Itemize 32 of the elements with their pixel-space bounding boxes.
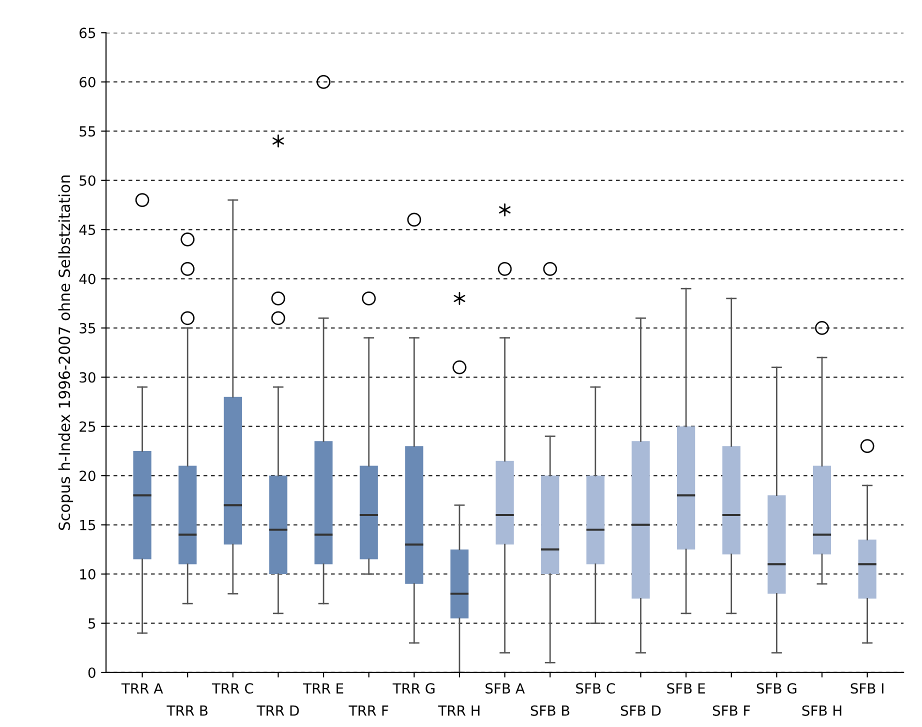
y-tick-label: 60 — [80, 76, 96, 88]
y-tick-label: 20 — [80, 470, 96, 482]
y-tick-label: 25 — [80, 421, 96, 432]
x-tick-label: SFB E — [667, 683, 705, 694]
x-tick-label: TRR A — [121, 683, 164, 694]
y-tick-label: 45 — [79, 224, 96, 236]
y-tick-label: 15 — [80, 520, 96, 530]
y-tick-label: 50 — [80, 175, 96, 186]
y-axis-title: Scopus h-Index 1996-2007 ohne Selbstzitation — [58, 176, 74, 530]
x-tick-label: SFB H — [802, 705, 842, 716]
x-tick-label: TRR C — [212, 683, 254, 694]
x-tick-label: SFB I — [850, 683, 884, 694]
x-tick-label: SFB G — [756, 683, 796, 694]
x-tick-label: SFB C — [576, 683, 615, 694]
y-tick-label: 30 — [80, 372, 96, 383]
y-tick-label: 35 — [80, 322, 96, 334]
x-tick-label: TRR H — [438, 706, 480, 716]
x-tick-label: TRR E — [303, 683, 344, 694]
x-tick-label: SFB F — [712, 705, 750, 716]
x-tick-label: TRR B — [166, 706, 208, 716]
y-tick-label: 40 — [79, 274, 96, 284]
y-tick-label: 0 — [88, 667, 96, 678]
x-tick-label: TRR G — [392, 683, 435, 694]
x-tick-label: SFB D — [620, 705, 661, 716]
x-tick-label: TRR F — [348, 706, 388, 716]
y-tick-label: 5 — [88, 618, 96, 629]
y-tick-label: 10 — [80, 569, 96, 580]
x-tick-label: SFB A — [486, 683, 525, 694]
y-tick-label: 55 — [80, 126, 96, 137]
y-tick-label: 65 — [80, 28, 96, 38]
x-tick-label: TRR D — [256, 706, 299, 716]
x-tick-label: SFB B — [530, 705, 570, 716]
